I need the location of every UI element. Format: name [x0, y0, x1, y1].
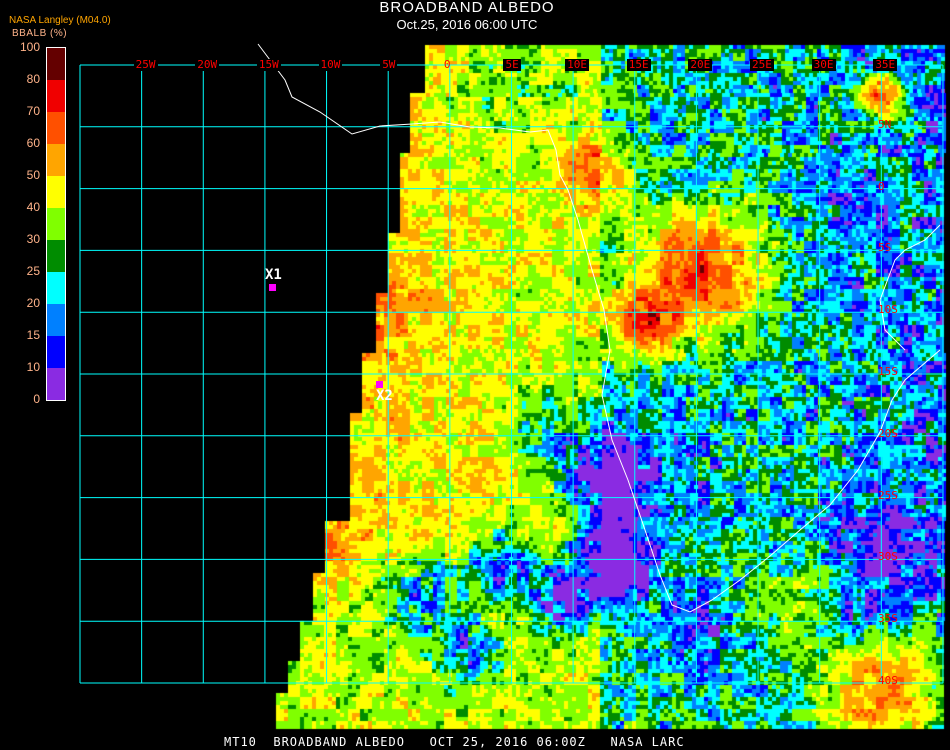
latitude-label: 5S — [878, 241, 892, 255]
coastline-east — [879, 224, 941, 351]
legend-tick: 20 — [26, 296, 40, 310]
map-title: BROADBAND ALBEDO — [379, 0, 555, 16]
legend-swatch — [47, 368, 65, 400]
legend-tick: 50 — [26, 168, 40, 182]
map-subtitle: Oct.25, 2016 06:00 UTC — [396, 17, 538, 32]
legend-source: NASA Langley (M04.0) — [9, 15, 111, 26]
lat-lon-grid — [79, 64, 944, 684]
latitude-label: 15S — [878, 365, 898, 378]
latitude-label: 10S — [878, 303, 898, 317]
latitude-label: 0 — [878, 179, 885, 193]
legend-swatch — [47, 336, 65, 368]
color-legend — [46, 47, 66, 401]
coastline — [257, 43, 941, 613]
longitude-label: 0 — [443, 58, 451, 71]
longitude-label: 15E — [626, 58, 651, 71]
legend-tick: 80 — [26, 72, 40, 86]
legend-tick: 10 — [26, 360, 40, 374]
legend-swatch — [47, 80, 65, 112]
legend-tick: 30 — [26, 232, 40, 246]
legend-swatch — [47, 272, 65, 304]
legend-tick: 70 — [26, 104, 40, 118]
latitude-label: 35S — [878, 612, 898, 626]
legend-swatch — [47, 240, 65, 272]
longitude-label: 15W — [256, 58, 281, 71]
longitude-label: 5W — [380, 58, 398, 71]
latitude-label: 40S — [878, 674, 898, 687]
legend-tick: 25 — [26, 264, 40, 278]
legend-swatch — [47, 176, 65, 208]
legend-tick: 0 — [33, 392, 40, 406]
legend-tick: 15 — [26, 328, 40, 342]
marker-x1-label: X1 — [265, 267, 282, 283]
marker-x1[interactable] — [269, 284, 276, 291]
latitude-label: 25S — [878, 488, 898, 502]
marker-x2-label: X2 — [376, 388, 393, 404]
legend-swatch — [47, 144, 65, 176]
latitude-label: 30S — [878, 550, 898, 564]
longitude-label: 20W — [195, 58, 220, 71]
longitude-label: 20E — [688, 58, 713, 71]
legend-swatch — [47, 304, 65, 336]
latitude-label: 20S — [878, 426, 898, 440]
longitude-label: 25W — [133, 58, 158, 71]
legend-unit: BBALB (%) — [12, 28, 68, 39]
legend-swatch — [47, 208, 65, 240]
footer-caption: MT10 BROADBAND ALBEDO OCT 25, 2016 06:00… — [224, 735, 685, 749]
longitude-label: 35E — [873, 58, 898, 71]
longitude-label: 10E — [565, 58, 589, 71]
longitude-label: 30E — [811, 58, 836, 71]
longitude-label: 5E — [503, 58, 521, 71]
legend-tick: 60 — [26, 136, 40, 150]
legend-swatch — [47, 112, 65, 144]
legend-tick: 40 — [26, 200, 40, 214]
longitude-label: 25E — [750, 58, 774, 71]
legend-swatch — [47, 48, 65, 80]
longitude-label: 10W — [318, 58, 343, 71]
marker-x2[interactable] — [376, 381, 383, 388]
legend-tick: 100 — [19, 40, 40, 54]
latitude-label: 5N — [878, 117, 892, 131]
